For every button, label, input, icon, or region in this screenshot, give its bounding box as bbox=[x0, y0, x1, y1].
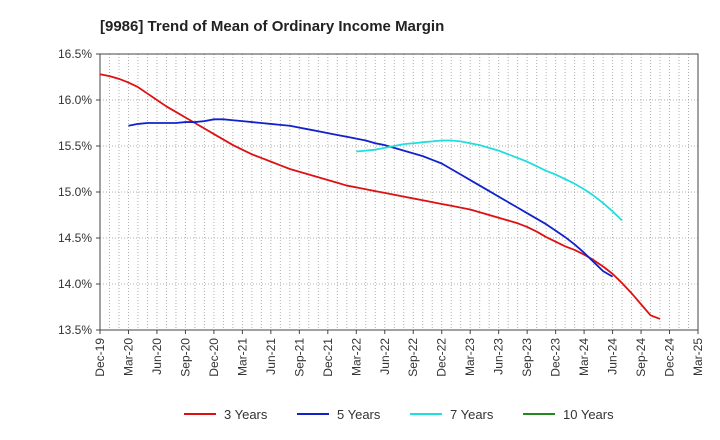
y-tick-label: 16.0% bbox=[58, 93, 92, 107]
series-lines bbox=[99, 73, 661, 320]
legend-label: 10 Years bbox=[563, 407, 614, 422]
x-tick-label: Sep-22 bbox=[406, 338, 420, 377]
series-line-7-years bbox=[356, 139, 623, 222]
x-tick-label: Jun-22 bbox=[378, 338, 392, 375]
x-tick-label: Mar-22 bbox=[349, 338, 363, 376]
x-tick-label: Mar-21 bbox=[235, 338, 249, 376]
x-tick-label: Dec-23 bbox=[549, 338, 563, 377]
y-tick-label: 13.5% bbox=[58, 323, 92, 337]
x-tick-label: Jun-24 bbox=[606, 338, 620, 375]
legend: 3 Years 5 Years 7 Years 10 Years bbox=[184, 407, 614, 422]
x-tick-label: Sep-21 bbox=[292, 338, 306, 377]
x-tick-label: Sep-20 bbox=[178, 338, 192, 377]
series-line-3-years bbox=[99, 73, 661, 320]
x-tick-label: Dec-19 bbox=[93, 338, 107, 377]
x-tick-label: Sep-24 bbox=[634, 338, 648, 377]
legend-label: 5 Years bbox=[337, 407, 381, 422]
x-tick-label: Mar-20 bbox=[121, 338, 135, 376]
x-tick-label: Dec-22 bbox=[435, 338, 449, 377]
x-axis: Dec-19 Mar-20 Jun-20 Sep-20 Dec-20 Mar-21 Jun-… bbox=[93, 330, 705, 377]
x-tick-label: Mar-23 bbox=[463, 338, 477, 376]
y-tick-label: 14.5% bbox=[58, 231, 92, 245]
y-tick-label: 16.5% bbox=[58, 47, 92, 61]
y-tick-label: 14.0% bbox=[58, 277, 92, 291]
x-tick-label: Jun-23 bbox=[492, 338, 506, 375]
y-tick-label: 15.0% bbox=[58, 185, 92, 199]
x-tick-label: Dec-20 bbox=[207, 338, 221, 377]
x-tick-label: Jun-21 bbox=[264, 338, 278, 375]
series-line-5-years bbox=[128, 118, 614, 278]
x-tick-label: Jun-20 bbox=[150, 338, 164, 375]
legend-label: 7 Years bbox=[450, 407, 494, 422]
x-tick-label: Mar-25 bbox=[691, 338, 705, 376]
x-tick-label: Mar-24 bbox=[577, 338, 591, 376]
y-axis: 13.5% 14.0% 14.5% 15.0% 15.5% 16.0% 16.5% bbox=[58, 47, 100, 337]
legend-label: 3 Years bbox=[224, 407, 268, 422]
x-tick-label: Dec-21 bbox=[321, 338, 335, 377]
x-tick-label: Dec-24 bbox=[663, 338, 677, 377]
chart-title: [9986] Trend of Mean of Ordinary Income … bbox=[100, 18, 444, 35]
y-tick-label: 15.5% bbox=[58, 139, 92, 153]
plot-frame bbox=[99, 53, 699, 331]
grid bbox=[100, 54, 698, 330]
x-tick-label: Sep-23 bbox=[520, 338, 534, 377]
